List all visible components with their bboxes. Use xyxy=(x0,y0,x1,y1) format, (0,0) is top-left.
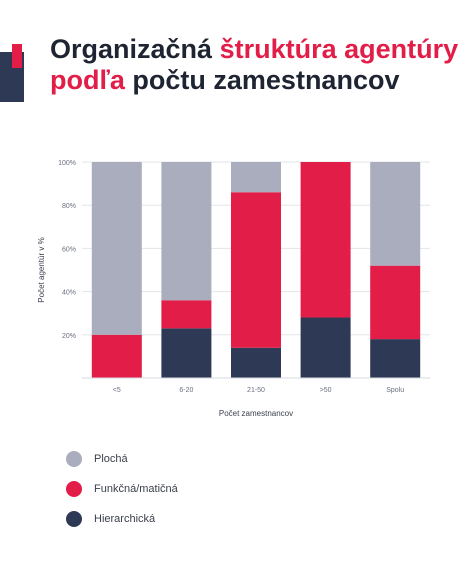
y-tick-label: 60% xyxy=(62,246,76,253)
y-tick-label: 100% xyxy=(58,160,76,167)
legend-label-funkcna: Funkčná/matičná xyxy=(94,483,178,495)
legend-label-hierarchicka: Hierarchická xyxy=(94,513,156,525)
bar-ploch- xyxy=(91,162,142,335)
legend-label-plocha: Plochá xyxy=(94,453,128,465)
bar-hierarchick- xyxy=(300,317,351,378)
bar-funk-n-mati-n- xyxy=(300,162,351,318)
y-axis-label: Počet agentúr v % xyxy=(37,237,46,302)
bar-funk-n-mati-n- xyxy=(161,300,212,329)
page-title: Organizačná štruktúra agentúry podľa poč… xyxy=(50,34,460,96)
legend-swatch-funkcna xyxy=(66,481,82,497)
y-tick-label: 40% xyxy=(62,290,76,297)
title-part-2: počtu zamestnancov xyxy=(124,65,400,95)
legend-item-plocha: Plochá xyxy=(66,446,178,472)
decorative-red-block xyxy=(12,44,22,68)
stacked-bar-chart: 20% 40% 60% 80% 100% <5 6-20 21-50 >50 Spolu Počet… xyxy=(37,160,430,418)
x-tick-label: <5 xyxy=(113,387,121,394)
x-tick-label: 6-20 xyxy=(179,387,193,394)
x-axis-label: Počet zamestnancov xyxy=(219,409,293,418)
legend: Plochá Funkčná/matičná Hierarchická xyxy=(66,446,178,536)
legend-swatch-hierarchicka xyxy=(66,511,82,527)
y-tick-label: 20% xyxy=(62,333,76,340)
bar-funk-n-mati-n- xyxy=(91,334,142,378)
x-tick-label: Spolu xyxy=(386,387,404,394)
legend-item-funkcna: Funkčná/matičná xyxy=(66,476,178,502)
bar-hierarchick- xyxy=(370,339,421,378)
bar-hierarchick- xyxy=(231,347,281,378)
x-tick-label: 21-50 xyxy=(247,387,265,394)
x-tick-label: >50 xyxy=(320,387,332,394)
bar-ploch- xyxy=(231,162,281,193)
legend-swatch-plocha xyxy=(66,451,82,467)
title-part-1: Organizačná xyxy=(50,34,220,64)
bar-ploch- xyxy=(161,162,212,301)
bar-funk-n-mati-n- xyxy=(370,265,421,340)
y-tick-label: 80% xyxy=(62,203,76,210)
bar-funk-n-mati-n- xyxy=(231,192,281,348)
legend-item-hierarchicka: Hierarchická xyxy=(66,506,178,532)
title-highlight: štruktúra agentúry podľa xyxy=(50,34,459,95)
bar-hierarchick- xyxy=(161,328,212,378)
bar-ploch- xyxy=(370,162,421,266)
